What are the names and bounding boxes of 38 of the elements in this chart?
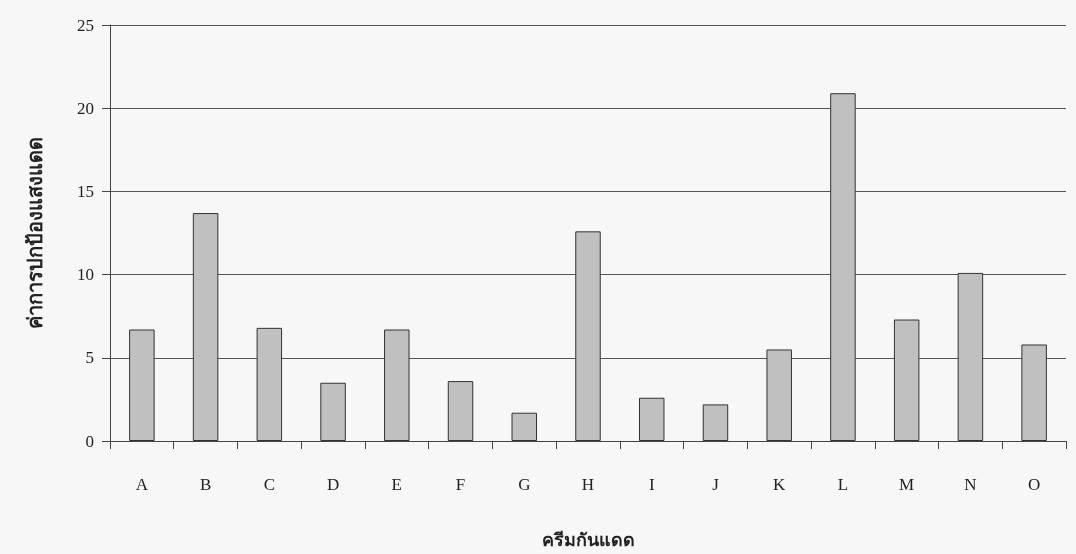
bar bbox=[893, 319, 920, 441]
y-tick-label: 10 bbox=[77, 265, 94, 285]
x-tick-label: A bbox=[135, 475, 149, 494]
bar bbox=[192, 213, 219, 441]
x-tick-label: I bbox=[648, 475, 655, 494]
x-tick-label: M bbox=[899, 475, 915, 494]
bar bbox=[129, 329, 155, 441]
y-tick-label: 0 bbox=[85, 431, 94, 451]
bar bbox=[638, 397, 665, 441]
bar bbox=[320, 382, 346, 441]
y-tick-label: 25 bbox=[77, 15, 94, 35]
bar bbox=[511, 412, 538, 441]
y-tick-label: 20 bbox=[77, 98, 94, 118]
x-tick-label: E bbox=[391, 475, 402, 494]
y-axis-title: ค่าการปกป้องแสงแดด bbox=[24, 137, 46, 329]
x-tick-label: C bbox=[263, 475, 276, 494]
x-tick-label: H bbox=[581, 475, 595, 494]
y-tick-label: 5 bbox=[85, 348, 94, 368]
bar bbox=[447, 381, 474, 441]
bar bbox=[830, 93, 856, 441]
x-tick-label: O bbox=[1027, 475, 1041, 494]
x-tick-label: F bbox=[455, 475, 466, 494]
bar bbox=[1021, 344, 1047, 441]
y-tick-label: 15 bbox=[77, 181, 94, 201]
x-tick-label: D bbox=[326, 475, 340, 494]
bar bbox=[957, 272, 984, 441]
bar bbox=[766, 349, 792, 441]
bar bbox=[256, 327, 283, 441]
bar bbox=[575, 231, 601, 441]
x-tick-label: N bbox=[964, 475, 977, 494]
x-tick-label: G bbox=[518, 475, 531, 494]
bar bbox=[702, 404, 729, 441]
x-axis-title: ครีมกันแดด bbox=[541, 530, 635, 550]
bar bbox=[384, 329, 410, 441]
x-tick-label: B bbox=[199, 475, 212, 494]
x-tick-label: L bbox=[837, 475, 849, 494]
x-tick-label: J bbox=[712, 475, 720, 494]
x-tick-label: K bbox=[773, 475, 787, 494]
